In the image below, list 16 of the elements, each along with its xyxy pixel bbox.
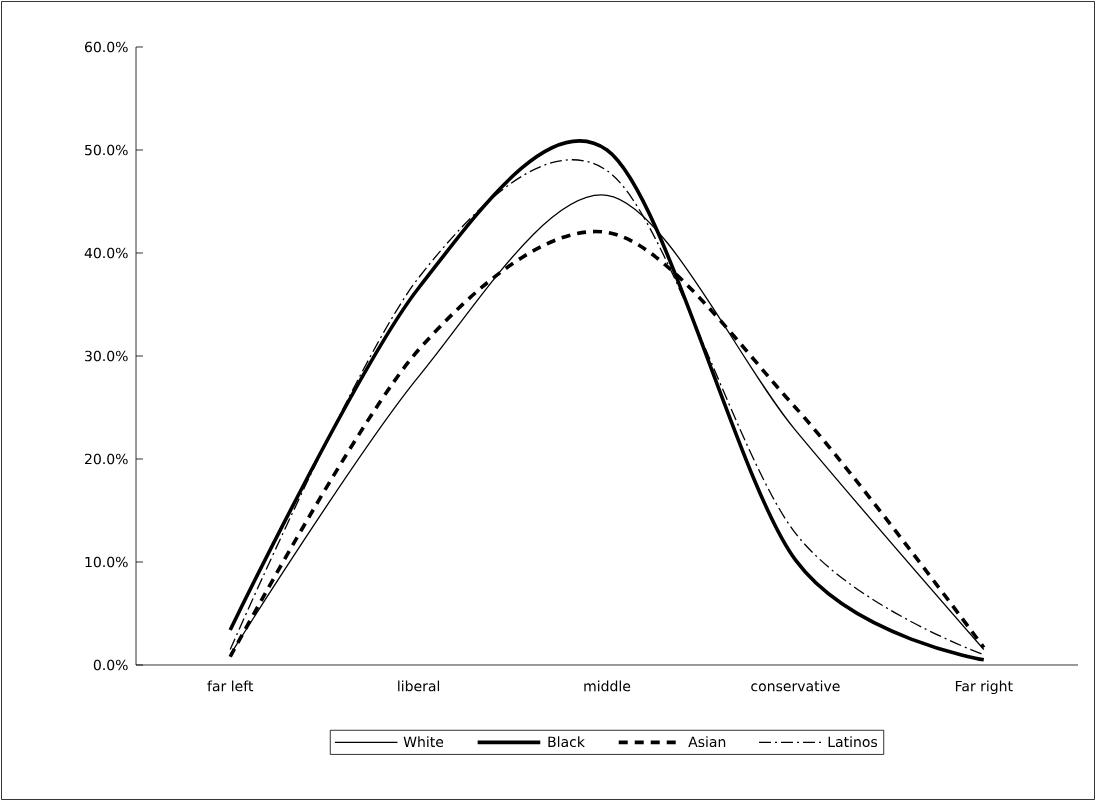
legend-label: Asian <box>688 736 726 748</box>
x-tick-label: far left <box>207 680 254 692</box>
x-tick-label: middle <box>584 680 631 692</box>
y-tick-label: 30.0% <box>85 350 128 362</box>
y-tick-label: 40.0% <box>84 247 128 259</box>
x-tick-label: conservative <box>751 680 840 692</box>
x-tick-label: liberal <box>398 680 440 692</box>
legend-label: Latinos <box>828 736 878 748</box>
y-tick-label: 10.0% <box>85 556 128 568</box>
x-tick-label: Far right <box>955 680 1013 695</box>
y-tick-label: 0.0% <box>93 659 128 671</box>
legend-label: Black <box>548 736 585 748</box>
y-tick-label: 20.0% <box>85 453 128 465</box>
y-tick-label: 50.0% <box>85 144 128 156</box>
legend-label: White <box>403 736 444 748</box>
y-tick-label: 60.0% <box>84 41 128 53</box>
